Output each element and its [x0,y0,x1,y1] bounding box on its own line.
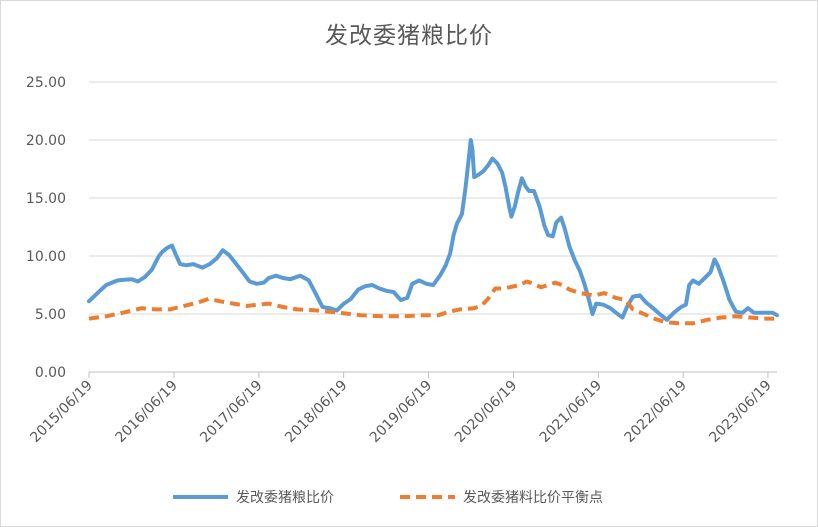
y-tick-label: 0.00 [35,365,66,381]
legend-label: 发改委猪料比价平衡点 [463,490,603,506]
x-tick-label: 2022/06/19 [622,378,690,446]
x-tick-label: 2023/06/19 [706,378,774,446]
x-tick-label: 2017/06/19 [197,378,265,446]
gridlines [89,81,777,315]
x-tick-label: 2018/06/19 [282,378,350,446]
x-axis: 2015/06/19 2016/06/19 2017/06/19 2018/06/19… [27,371,777,446]
x-tick-label: 2021/06/19 [537,378,605,446]
x-tick-label: 2015/06/19 [27,378,95,446]
x-tick-label: 2019/06/19 [367,378,435,446]
x-tick-label: 2016/06/19 [112,378,180,446]
y-axis-ticks: 0.00 5.00 10.00 15.00 20.00 25.00 [26,75,66,381]
x-tick-label: 2020/06/19 [452,378,520,446]
y-tick-label: 25.00 [26,75,66,91]
chart-title: 发改委猪粮比价 [325,23,493,49]
series-lines [87,138,779,326]
y-tick-label: 20.00 [26,133,66,149]
series-line-breakeven [88,279,777,326]
y-tick-label: 15.00 [26,191,66,207]
y-tick-label: 10.00 [26,249,66,265]
series-line-price-ratio [87,138,779,322]
y-tick-label: 5.00 [35,307,66,323]
legend: 发改委猪粮比价 发改委猪料比价平衡点 [173,490,603,506]
legend-label: 发改委猪粮比价 [236,490,334,506]
